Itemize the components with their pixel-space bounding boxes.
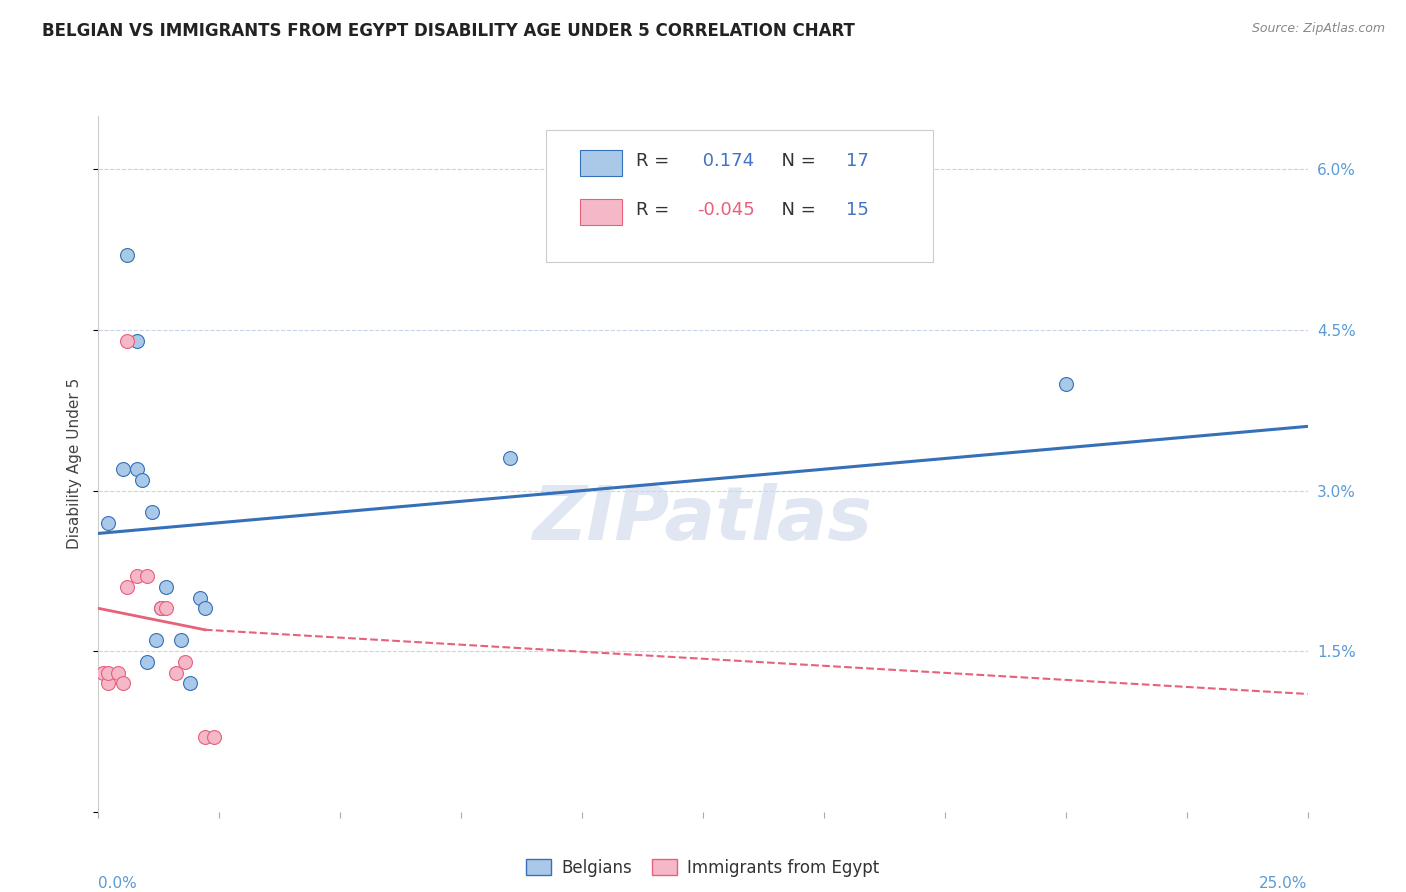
FancyBboxPatch shape (579, 150, 621, 177)
Point (204, 730, 226, 744)
Point (179, 676, 201, 690)
Point (155, 601, 177, 615)
Point (135, 655, 157, 669)
Text: R =: R = (637, 201, 675, 219)
Point (127, 569, 149, 583)
Point (91, 665, 114, 680)
Point (135, 569, 157, 583)
Point (111, 676, 134, 690)
Point (97, 516, 120, 530)
Point (194, 730, 217, 744)
Point (150, 601, 173, 615)
Text: ZIPatlas: ZIPatlas (533, 483, 873, 556)
Point (117, 580, 139, 594)
Text: N =: N = (769, 201, 821, 219)
Text: Source: ZipAtlas.com: Source: ZipAtlas.com (1251, 22, 1385, 36)
Point (150, 601, 173, 615)
Point (131, 473, 153, 487)
Point (155, 580, 177, 594)
Point (107, 665, 129, 680)
Text: N =: N = (769, 153, 821, 170)
Text: -0.045: -0.045 (697, 201, 755, 219)
Y-axis label: Disability Age Under 5: Disability Age Under 5 (67, 378, 83, 549)
Point (97, 676, 120, 690)
Text: BELGIAN VS IMMIGRANTS FROM EGYPT DISABILITY AGE UNDER 5 CORRELATION CHART: BELGIAN VS IMMIGRANTS FROM EGYPT DISABIL… (42, 22, 855, 40)
Text: 0.174: 0.174 (697, 153, 754, 170)
Point (174, 655, 197, 669)
Point (145, 633, 167, 648)
Point (127, 334, 149, 348)
Point (117, 248, 139, 262)
Point (194, 601, 217, 615)
Text: R =: R = (637, 153, 675, 170)
Legend: Belgians, Immigrants from Egypt: Belgians, Immigrants from Egypt (520, 852, 886, 883)
FancyBboxPatch shape (546, 130, 932, 262)
Text: 25.0%: 25.0% (1260, 876, 1308, 891)
Point (188, 591, 211, 605)
Point (169, 633, 191, 648)
Text: 15: 15 (845, 201, 869, 219)
Point (1054, 376, 1077, 391)
Point (498, 451, 520, 466)
Point (111, 462, 134, 476)
Point (127, 462, 149, 476)
Point (165, 665, 187, 680)
FancyBboxPatch shape (579, 199, 621, 225)
Text: 0.0%: 0.0% (98, 876, 138, 891)
Point (117, 334, 139, 348)
Text: 17: 17 (845, 153, 869, 170)
Point (141, 505, 163, 519)
Point (97, 665, 120, 680)
